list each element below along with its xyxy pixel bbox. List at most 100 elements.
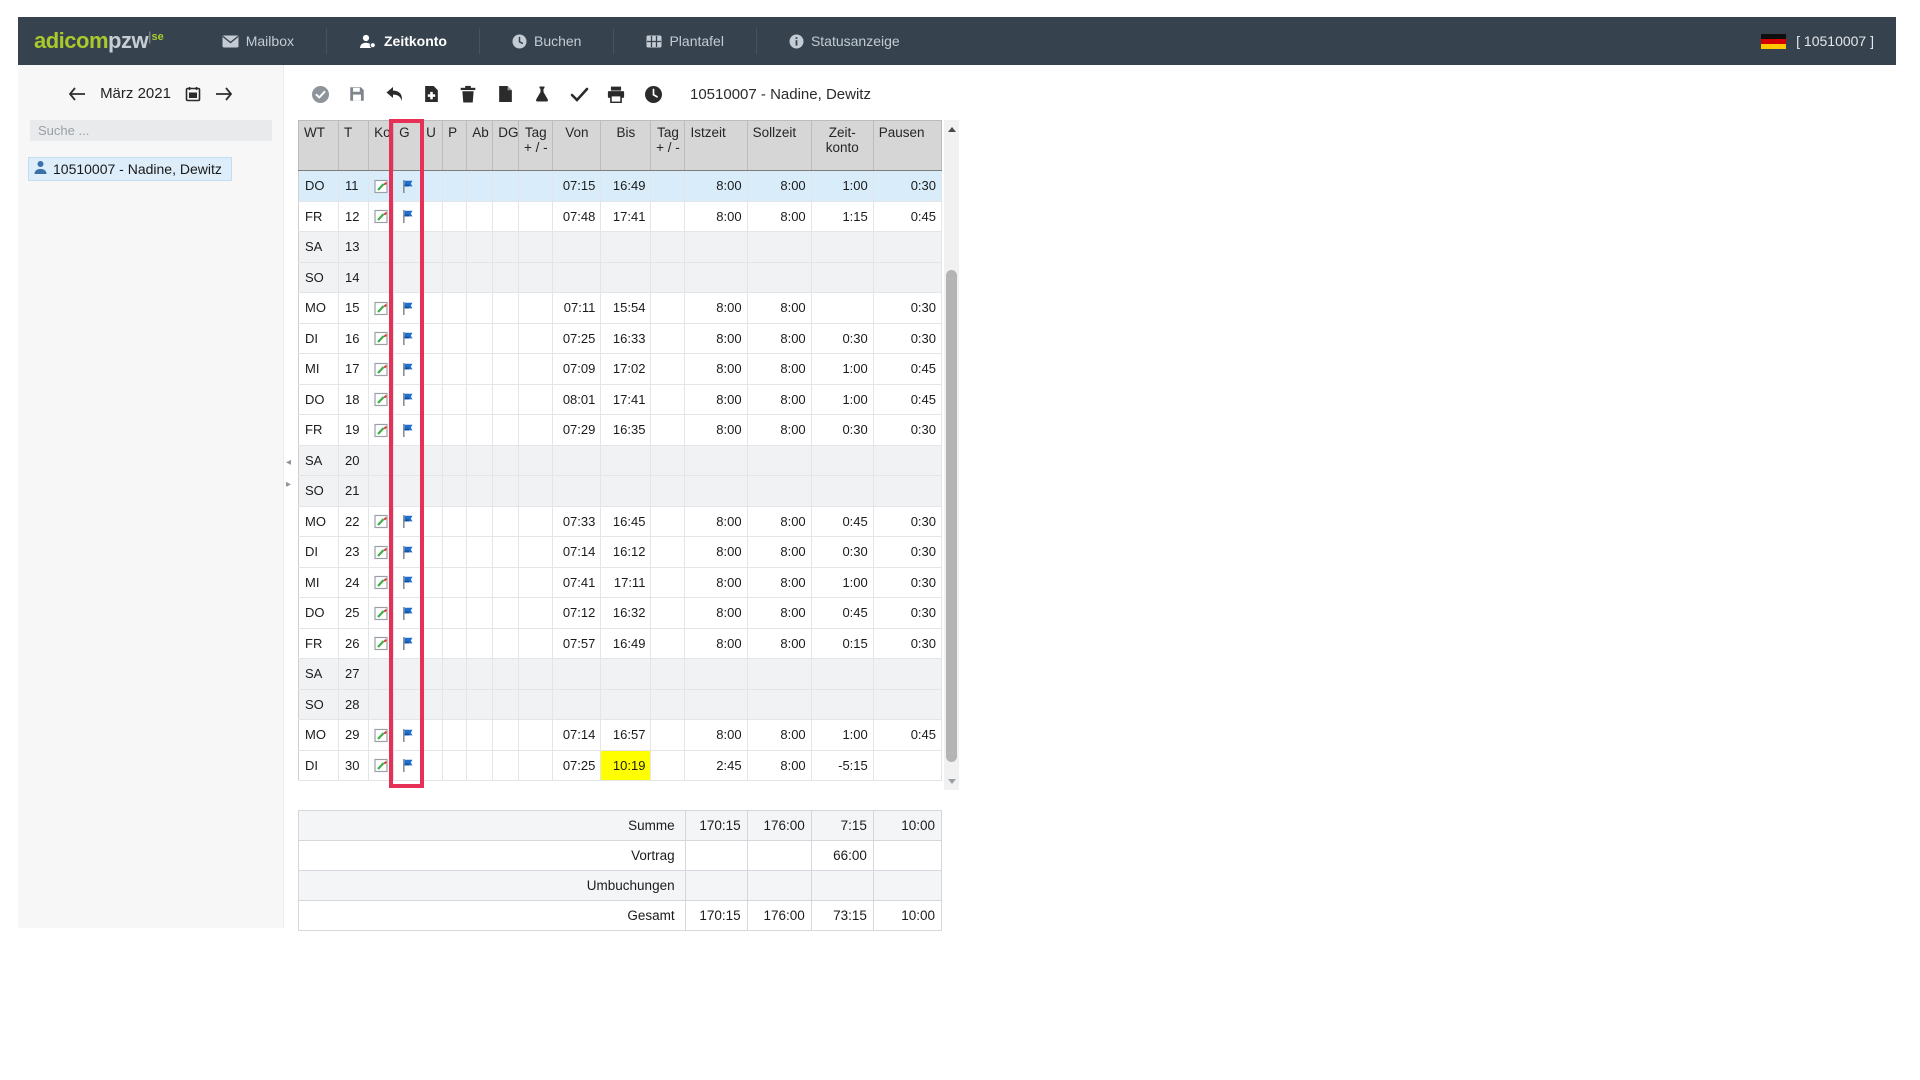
cell-sollzeit [747,445,812,476]
summary-zeitkonto: 73:15 [810,900,874,931]
cell-u [420,750,444,781]
column-header: Istzeit [684,120,748,171]
scroll-down-icon[interactable] [944,774,959,788]
cell-dg [492,201,520,232]
table-row[interactable]: MO 29 07:14 16:57 8:00 8:00 1:00 0:45 [297,719,943,751]
edit-icon[interactable] [373,179,389,194]
nav-item-plantafel[interactable]: Plantafel [614,17,755,65]
table-row[interactable]: DI 16 07:25 16:33 8:00 8:00 0:30 0:30 [297,323,943,354]
flag-icon[interactable] [400,362,414,377]
edit-icon[interactable] [373,758,389,773]
edit-icon[interactable] [373,392,389,407]
flag-icon[interactable] [400,301,414,316]
table-row[interactable]: DI 30 07:25 10:19 2:45 8:00 -5:15 [297,750,943,781]
flag-icon[interactable] [400,331,414,346]
cell-pausen: 0:30 [873,414,943,446]
edit-icon[interactable] [373,209,389,224]
document-add-icon[interactable] [421,84,441,104]
save-icon[interactable] [347,84,367,104]
cell-bis: 15:54 [600,292,652,324]
nav-item-mailbox[interactable]: Mailbox [190,17,326,65]
flag-icon[interactable] [400,209,414,224]
table-row[interactable]: SA 27 [297,658,943,690]
edit-icon[interactable] [373,728,389,743]
flag-icon[interactable] [400,606,414,621]
cell-correction [368,292,395,324]
document-icon[interactable] [495,84,515,104]
cell-istzeit: 8:00 [684,506,748,537]
search-input[interactable] [30,120,272,141]
edit-icon[interactable] [373,636,389,651]
table-row[interactable]: DO 11 07:15 16:49 8:00 8:00 1:00 0:30 [297,170,943,202]
flag-icon[interactable] [400,758,414,773]
table-row[interactable]: DO 25 07:12 16:32 8:00 8:00 0:45 0:30 [297,597,943,629]
table-row[interactable]: SO 28 [297,689,943,720]
edit-icon[interactable] [373,545,389,560]
employee-list-item[interactable]: 10510007 - Nadine, Dewitz [28,157,232,181]
flag-icon[interactable] [400,728,414,743]
cell-correction [368,384,395,415]
nav-item-buchen[interactable]: Buchen [480,17,613,65]
trash-icon[interactable] [458,84,478,104]
cell-von: 07:29 [552,414,602,446]
edit-icon[interactable] [373,423,389,438]
flag-icon[interactable] [400,545,414,560]
table-row[interactable]: MO 15 07:11 15:54 8:00 8:00 0:30 [297,292,943,324]
nav-item-zeitkonto[interactable]: Zeitkonto [327,17,479,65]
flag-icon[interactable] [400,636,414,651]
table-row[interactable]: SA 20 [297,445,943,476]
cell-tag-plusminus-2 [650,506,686,537]
approve-circle-icon[interactable] [310,84,330,104]
table-row[interactable]: SA 13 [297,231,943,263]
flag-icon[interactable] [400,392,414,407]
table-row[interactable]: FR 12 07:48 17:41 8:00 8:00 1:15 0:45 [297,201,943,232]
table-row[interactable]: FR 26 07:57 16:49 8:00 8:00 0:15 0:30 [297,628,943,659]
table-row[interactable]: SO 14 [297,262,943,293]
summary-pausen [872,870,943,901]
cell-p [442,750,468,781]
nav-item-statusanzeige[interactable]: Statusanzeige [757,17,932,65]
edit-icon[interactable] [373,575,389,590]
cell-day-number: 11 [338,170,370,202]
summary-zeitkonto [810,870,874,901]
summary-row: Summe 170:15 176:00 7:15 10:00 [298,810,943,841]
table-row[interactable]: DO 18 08:01 17:41 8:00 8:00 1:00 0:45 [297,384,943,415]
calendar-icon[interactable] [185,86,201,102]
arrow-right-icon[interactable] [215,86,233,101]
table-row[interactable]: MI 17 07:09 17:02 8:00 8:00 1:00 0:45 [297,353,943,385]
scrollbar-thumb[interactable] [946,270,957,762]
check-icon[interactable] [569,84,589,104]
table-row[interactable]: SO 21 [297,475,943,507]
table-row[interactable]: MO 22 07:33 16:45 8:00 8:00 0:45 0:30 [297,506,943,537]
flag-icon[interactable] [400,179,414,194]
cell-weekday: MO [297,292,340,324]
summary-sollzeit: 176:00 [746,900,812,931]
edit-icon[interactable] [373,362,389,377]
table-row[interactable]: FR 19 07:29 16:35 8:00 8:00 0:30 0:30 [297,414,943,446]
flag-icon[interactable] [400,575,414,590]
table-row[interactable]: DI 23 07:14 16:12 8:00 8:00 0:30 0:30 [297,536,943,568]
collapse-left-icon[interactable]: ◂ [286,457,292,468]
flag-icon[interactable] [400,423,414,438]
table-row[interactable]: MI 24 07:41 17:11 8:00 8:00 1:00 0:30 [297,567,943,598]
summary-pausen: 10:00 [872,900,943,931]
scroll-up-icon[interactable] [944,122,959,136]
cell-day-number: 29 [338,719,370,751]
edit-icon[interactable] [373,301,389,316]
cell-dg [492,628,520,659]
edit-icon[interactable] [373,606,389,621]
edit-icon[interactable] [373,331,389,346]
vertical-scrollbar[interactable] [944,120,959,790]
summary-label: Vortrag [298,840,686,871]
collapse-right-icon[interactable]: ▸ [286,479,292,490]
flag-icon[interactable] [400,514,414,529]
clock-icon[interactable] [643,84,663,104]
summary-table-body: Summe 170:15 176:00 7:15 10:00 Vortrag 6… [298,810,943,931]
arrow-left-icon[interactable] [68,86,86,101]
edit-icon[interactable] [373,514,389,529]
logo-part-gray: pzw [108,28,149,53]
print-icon[interactable] [606,84,626,104]
undo-icon[interactable] [384,84,404,104]
cell-sollzeit: 8:00 [747,628,812,659]
flask-icon[interactable] [532,84,552,104]
